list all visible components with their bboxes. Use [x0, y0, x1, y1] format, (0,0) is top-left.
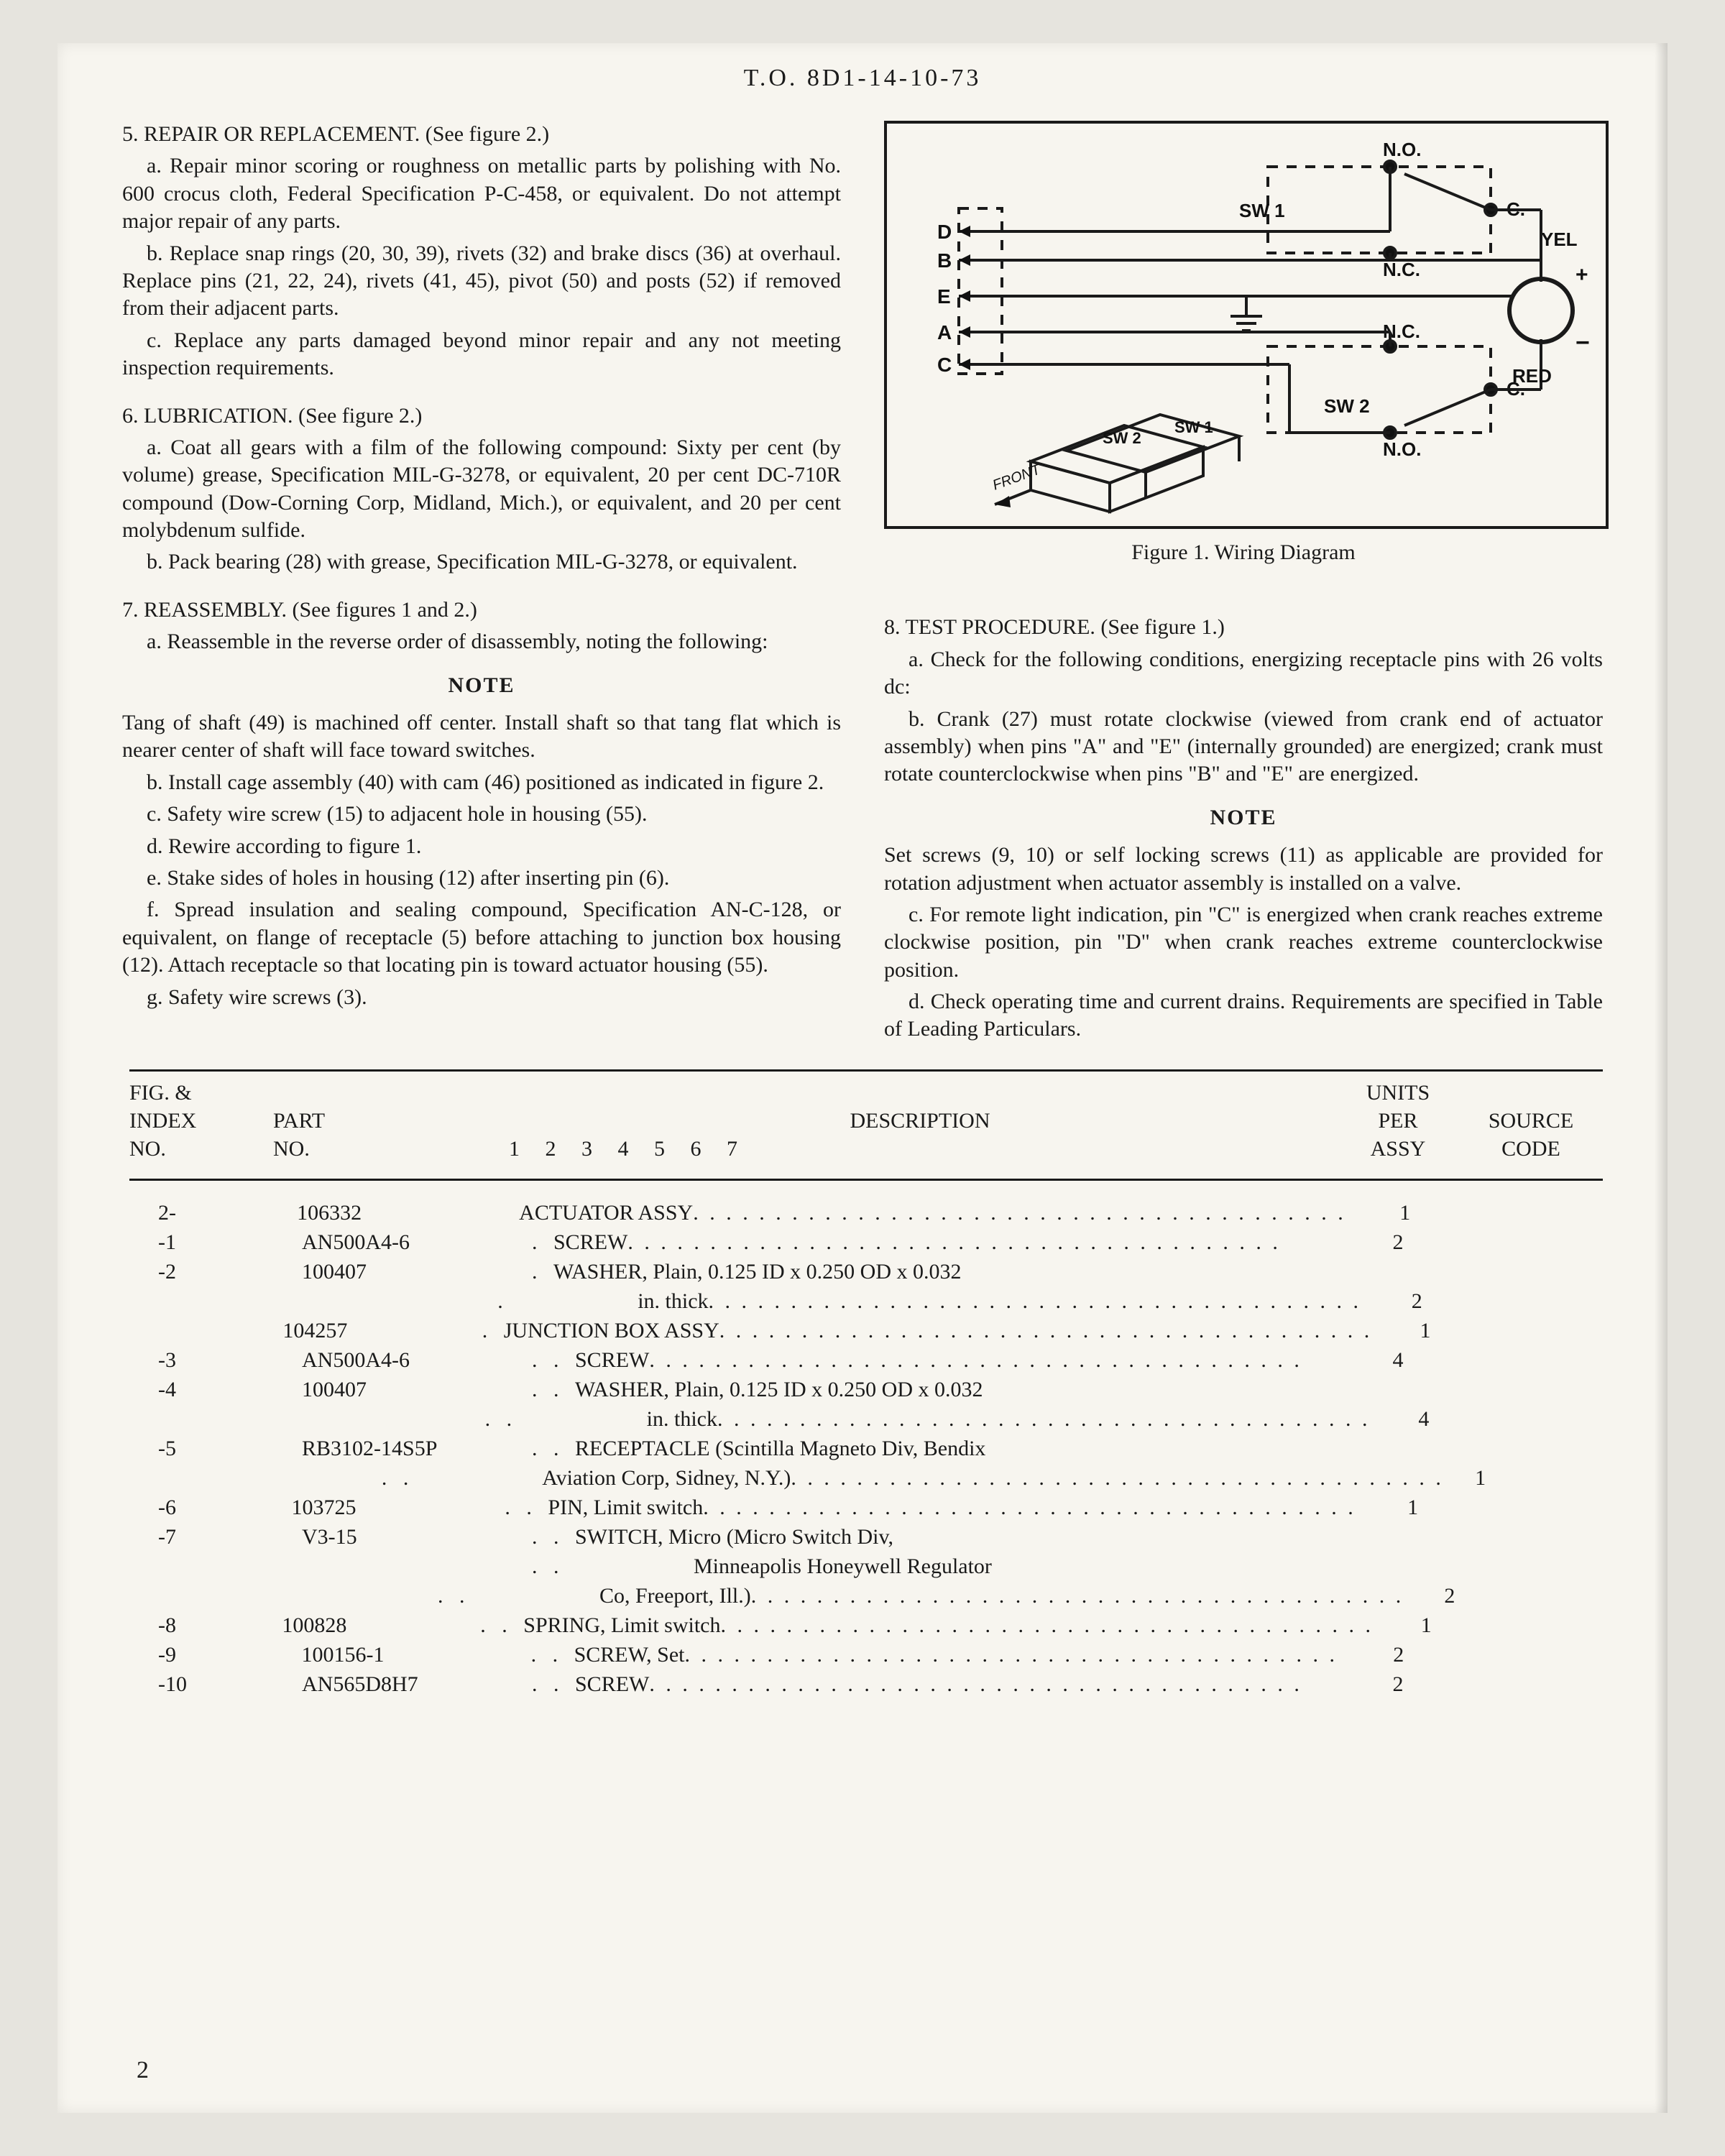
table-row: -9100156-1. . SCREW, Set2 [129, 1640, 1603, 1669]
svg-text:+: + [1576, 263, 1588, 287]
svg-text:B: B [937, 249, 952, 272]
sec5-b: b. Replace snap rings (20, 30, 39), rive… [122, 240, 841, 323]
table-row: -3AN500A4-6. . SCREW4 [129, 1345, 1603, 1375]
table-row: -2100407. WASHER, Plain, 0.125 ID x 0.25… [129, 1257, 1603, 1286]
sec7-title: 7. REASSEMBLY. (See figures 1 and 2.) [122, 596, 841, 624]
right-column: SW 1 N.O. N.C. C. [884, 121, 1603, 1048]
table-row: -6103725. . PIN, Limit switch1 [129, 1493, 1603, 1522]
table-row: -4100407. . WASHER, Plain, 0.125 ID x 0.… [129, 1375, 1603, 1404]
table-row: . . Co, Freeport, Ill.)2 [129, 1581, 1603, 1611]
sec6-title: 6. LUBRICATION. (See figure 2.) [122, 402, 841, 430]
sec8-d: d. Check operating time and current drai… [884, 988, 1603, 1044]
svg-text:E: E [937, 285, 951, 308]
sec8-title: 8. TEST PROCEDURE. (See figure 1.) [884, 614, 1603, 641]
sec7-c: c. Safety wire screw (15) to adjacent ho… [122, 801, 841, 828]
table-row: . . Aviation Corp, Sidney, N.Y.)1 [129, 1463, 1603, 1493]
sec8-b: b. Crank (27) must rotate clockwise (vie… [884, 706, 1603, 788]
table-row: -7V3-15. . SWITCH, Micro (Micro Switch D… [129, 1522, 1603, 1552]
sec7-note: Tang of shaft (49) is machined off cente… [122, 709, 841, 765]
table-row: . . in. thick4 [129, 1404, 1603, 1434]
page-number: 2 [137, 2057, 149, 2084]
sec8-c: c. For remote light indication, pin "C" … [884, 901, 1603, 984]
doc-header: T.O. 8D1-14-10-73 [58, 43, 1668, 92]
parts-table-header: FIG. & INDEX NO. PART NO. DESCRIPTION 1 … [129, 1069, 1603, 1181]
svg-text:N.O.: N.O. [1383, 438, 1421, 460]
table-row: . in. thick2 [129, 1286, 1603, 1316]
svg-text:SW 2: SW 2 [1103, 429, 1141, 447]
hdr-assy: ASSY [1337, 1135, 1459, 1163]
sec5-c: c. Replace any parts damaged beyond mino… [122, 327, 841, 382]
hdr-no: NO. [129, 1135, 273, 1163]
hdr-code: CODE [1459, 1135, 1603, 1163]
svg-text:A: A [937, 321, 952, 344]
scan-edge-shadow [1655, 43, 1668, 2113]
figure-1-caption: Figure 1. Wiring Diagram [884, 539, 1603, 566]
figure-1-wiring-diagram: SW 1 N.O. N.C. C. [884, 121, 1609, 529]
two-column-body: 5. REPAIR OR REPLACEMENT. (See figure 2.… [58, 92, 1668, 1048]
note-heading-1: NOTE [122, 672, 841, 699]
svg-text:RED: RED [1512, 365, 1552, 387]
svg-text:FRONT: FRONT [990, 461, 1044, 494]
parts-table-body: 2-106332ACTUATOR ASSY1-1AN500A4-6. SCREW… [129, 1198, 1603, 1699]
svg-text:SW 1: SW 1 [1174, 418, 1213, 436]
hdr-description: DESCRIPTION [503, 1107, 1337, 1135]
page: T.O. 8D1-14-10-73 5. REPAIR OR REPLACEME… [58, 43, 1668, 2113]
hdr-per: PER [1337, 1107, 1459, 1135]
sec7-d: d. Rewire according to figure 1. [122, 833, 841, 860]
hdr-desc-levels: 1 2 3 4 5 6 7 [509, 1135, 1337, 1163]
sec7-f: f. Spread insulation and sealing compoun… [122, 896, 841, 979]
sw2-label: SW 2 [1324, 395, 1370, 417]
table-row: -1AN500A4-6. SCREW2 [129, 1227, 1603, 1257]
svg-text:YEL: YEL [1541, 229, 1578, 250]
svg-text:−: − [1576, 329, 1590, 356]
sec7-e: e. Stake sides of holes in housing (12) … [122, 865, 841, 892]
table-row: 2-106332ACTUATOR ASSY1 [129, 1198, 1603, 1227]
sec8-a: a. Check for the following conditions, e… [884, 646, 1603, 701]
note-heading-2: NOTE [884, 804, 1603, 831]
hdr-index: INDEX [129, 1107, 273, 1135]
hdr-part-no: NO. [273, 1135, 503, 1163]
table-row: -8100828. . SPRING, Limit switch1 [129, 1611, 1603, 1640]
table-row: . . Minneapolis Honeywell Regulator [129, 1552, 1603, 1581]
hdr-fig: FIG. & [129, 1079, 273, 1107]
sec7-b: b. Install cage assembly (40) with cam (… [122, 769, 841, 796]
svg-text:D: D [937, 221, 952, 243]
hdr-source: SOURCE [1459, 1107, 1603, 1135]
table-row: 104257. JUNCTION BOX ASSY1 [129, 1316, 1603, 1345]
sw1-label: SW 1 [1239, 200, 1285, 221]
sec6-a: a. Coat all gears with a film of the fol… [122, 434, 841, 545]
svg-text:N.O.: N.O. [1383, 139, 1421, 160]
sec5-title: 5. REPAIR OR REPLACEMENT. (See figure 2.… [122, 121, 841, 148]
sec7-a: a. Reassemble in the reverse order of di… [122, 628, 841, 655]
hdr-part: PART [273, 1107, 503, 1135]
parts-table: FIG. & INDEX NO. PART NO. DESCRIPTION 1 … [58, 1048, 1668, 1699]
left-column: 5. REPAIR OR REPLACEMENT. (See figure 2.… [122, 121, 841, 1048]
sec7-g: g. Safety wire screws (3). [122, 984, 841, 1011]
svg-text:N.C.: N.C. [1383, 259, 1420, 280]
table-row: -10AN565D8H7. . SCREW2 [129, 1669, 1603, 1699]
sec5-a: a. Repair minor scoring or roughness on … [122, 152, 841, 235]
sec8-note: Set screws (9, 10) or self locking screw… [884, 842, 1603, 897]
svg-text:C: C [937, 354, 952, 376]
hdr-units: UNITS [1337, 1079, 1459, 1107]
sec6-b: b. Pack bearing (28) with grease, Specif… [122, 548, 841, 576]
table-row: -5RB3102-14S5P. . RECEPTACLE (Scintilla … [129, 1434, 1603, 1463]
